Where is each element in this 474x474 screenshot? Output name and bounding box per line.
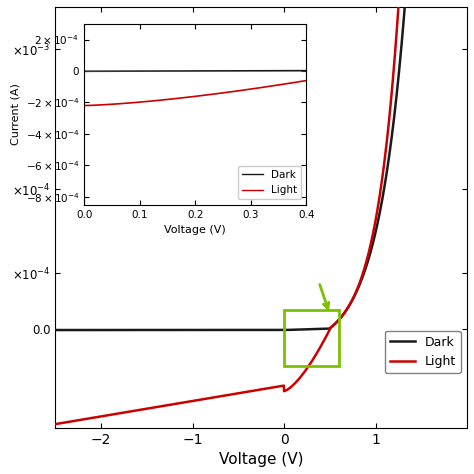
Legend: Dark, Light: Dark, Light	[384, 331, 461, 373]
Bar	[284, 310, 339, 366]
X-axis label: Voltage (V): Voltage (V)	[219, 452, 303, 467]
